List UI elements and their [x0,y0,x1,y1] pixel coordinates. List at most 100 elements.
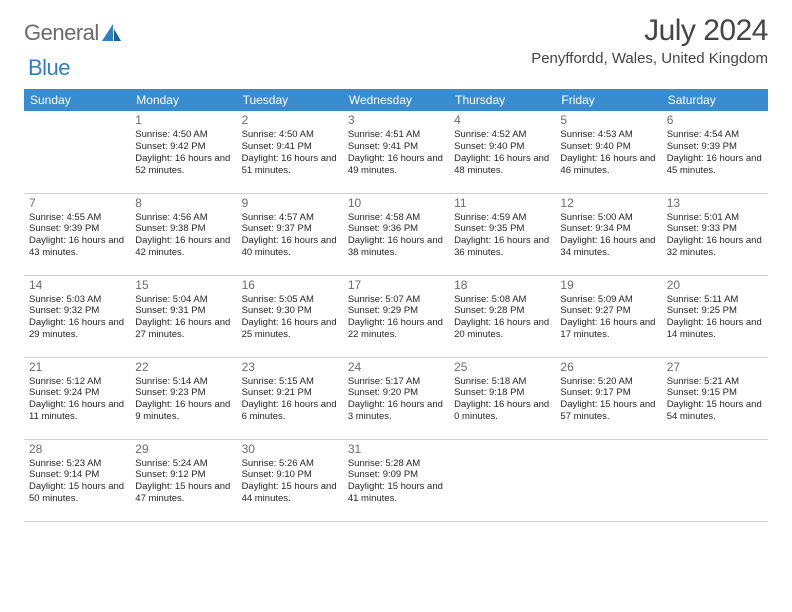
sunrise-line: Sunrise: 5:09 AM [560,294,656,306]
day-number: 8 [135,196,231,211]
day-cell: 28Sunrise: 5:23 AMSunset: 9:14 PMDayligh… [24,439,130,521]
day-number: 29 [135,442,231,457]
sunrise-line: Sunrise: 4:51 AM [348,129,444,141]
week-row: 1Sunrise: 4:50 AMSunset: 9:42 PMDaylight… [24,111,768,193]
sunset-line: Sunset: 9:12 PM [135,469,231,481]
day-number: 20 [667,278,763,293]
sunset-line: Sunset: 9:34 PM [560,223,656,235]
daylight-line: Daylight: 15 hours and 47 minutes. [135,481,231,505]
sunrise-line: Sunrise: 4:50 AM [135,129,231,141]
day-number: 18 [454,278,550,293]
sunrise-line: Sunrise: 5:26 AM [242,458,338,470]
dow-row: Sunday Monday Tuesday Wednesday Thursday… [24,89,768,111]
sunset-line: Sunset: 9:24 PM [29,387,125,399]
day-cell: 24Sunrise: 5:17 AMSunset: 9:20 PMDayligh… [343,357,449,439]
sunrise-line: Sunrise: 5:03 AM [29,294,125,306]
sunset-line: Sunset: 9:09 PM [348,469,444,481]
sunrise-line: Sunrise: 5:20 AM [560,376,656,388]
daylight-line: Daylight: 16 hours and 20 minutes. [454,317,550,341]
daylight-line: Daylight: 16 hours and 42 minutes. [135,235,231,259]
day-number: 1 [135,113,231,128]
sunrise-line: Sunrise: 5:24 AM [135,458,231,470]
day-cell: 17Sunrise: 5:07 AMSunset: 9:29 PMDayligh… [343,275,449,357]
daylight-line: Daylight: 16 hours and 3 minutes. [348,399,444,423]
daylight-line: Daylight: 16 hours and 17 minutes. [560,317,656,341]
daylight-line: Daylight: 15 hours and 41 minutes. [348,481,444,505]
daylight-line: Daylight: 15 hours and 57 minutes. [560,399,656,423]
day-cell: 10Sunrise: 4:58 AMSunset: 9:36 PMDayligh… [343,193,449,275]
daylight-line: Daylight: 16 hours and 22 minutes. [348,317,444,341]
brand-text-2: Blue [28,55,70,81]
day-number: 24 [348,360,444,375]
day-cell: 3Sunrise: 4:51 AMSunset: 9:41 PMDaylight… [343,111,449,193]
day-cell: 31Sunrise: 5:28 AMSunset: 9:09 PMDayligh… [343,439,449,521]
daylight-line: Daylight: 16 hours and 29 minutes. [29,317,125,341]
day-cell: 2Sunrise: 4:50 AMSunset: 9:41 PMDaylight… [237,111,343,193]
sunset-line: Sunset: 9:36 PM [348,223,444,235]
day-number: 15 [135,278,231,293]
day-number: 31 [348,442,444,457]
dow-header: Sunday [24,89,130,111]
day-number: 2 [242,113,338,128]
sunrise-line: Sunrise: 4:50 AM [242,129,338,141]
brand-text-1: General [24,20,99,46]
dow-header: Tuesday [237,89,343,111]
day-number: 16 [242,278,338,293]
day-cell: 14Sunrise: 5:03 AMSunset: 9:32 PMDayligh… [24,275,130,357]
day-number: 5 [560,113,656,128]
title-block: July 2024 Penyffordd, Wales, United King… [531,14,768,67]
sunset-line: Sunset: 9:29 PM [348,305,444,317]
day-number: 25 [454,360,550,375]
sunrise-line: Sunrise: 5:17 AM [348,376,444,388]
sunset-line: Sunset: 9:35 PM [454,223,550,235]
sunset-line: Sunset: 9:23 PM [135,387,231,399]
sunset-line: Sunset: 9:39 PM [667,141,763,153]
day-cell: 26Sunrise: 5:20 AMSunset: 9:17 PMDayligh… [555,357,661,439]
calendar-table: Sunday Monday Tuesday Wednesday Thursday… [24,89,768,522]
daylight-line: Daylight: 16 hours and 49 minutes. [348,153,444,177]
sunset-line: Sunset: 9:28 PM [454,305,550,317]
dow-header: Saturday [662,89,768,111]
daylight-line: Daylight: 16 hours and 43 minutes. [29,235,125,259]
daylight-line: Daylight: 15 hours and 50 minutes. [29,481,125,505]
day-cell: 22Sunrise: 5:14 AMSunset: 9:23 PMDayligh… [130,357,236,439]
sunrise-line: Sunrise: 5:05 AM [242,294,338,306]
daylight-line: Daylight: 16 hours and 51 minutes. [242,153,338,177]
sunset-line: Sunset: 9:33 PM [667,223,763,235]
daylight-line: Daylight: 16 hours and 46 minutes. [560,153,656,177]
sunrise-line: Sunrise: 4:55 AM [29,212,125,224]
day-cell: 30Sunrise: 5:26 AMSunset: 9:10 PMDayligh… [237,439,343,521]
sunrise-line: Sunrise: 4:53 AM [560,129,656,141]
day-cell: 1Sunrise: 4:50 AMSunset: 9:42 PMDaylight… [130,111,236,193]
day-cell: 4Sunrise: 4:52 AMSunset: 9:40 PMDaylight… [449,111,555,193]
day-cell: 7Sunrise: 4:55 AMSunset: 9:39 PMDaylight… [24,193,130,275]
week-row: 14Sunrise: 5:03 AMSunset: 9:32 PMDayligh… [24,275,768,357]
day-cell: 18Sunrise: 5:08 AMSunset: 9:28 PMDayligh… [449,275,555,357]
sunrise-line: Sunrise: 5:08 AM [454,294,550,306]
daylight-line: Daylight: 16 hours and 45 minutes. [667,153,763,177]
day-number: 21 [29,360,125,375]
day-cell: 11Sunrise: 4:59 AMSunset: 9:35 PMDayligh… [449,193,555,275]
daylight-line: Daylight: 16 hours and 52 minutes. [135,153,231,177]
sunset-line: Sunset: 9:41 PM [348,141,444,153]
sunrise-line: Sunrise: 4:52 AM [454,129,550,141]
day-number: 26 [560,360,656,375]
brand-sail-icon [101,23,123,43]
daylight-line: Daylight: 16 hours and 40 minutes. [242,235,338,259]
daylight-line: Daylight: 16 hours and 11 minutes. [29,399,125,423]
sunrise-line: Sunrise: 5:01 AM [667,212,763,224]
sunrise-line: Sunrise: 5:21 AM [667,376,763,388]
day-cell: 25Sunrise: 5:18 AMSunset: 9:18 PMDayligh… [449,357,555,439]
sunset-line: Sunset: 9:27 PM [560,305,656,317]
day-cell: 12Sunrise: 5:00 AMSunset: 9:34 PMDayligh… [555,193,661,275]
empty-cell [449,439,555,521]
dow-header: Wednesday [343,89,449,111]
day-cell: 13Sunrise: 5:01 AMSunset: 9:33 PMDayligh… [662,193,768,275]
daylight-line: Daylight: 16 hours and 48 minutes. [454,153,550,177]
sunset-line: Sunset: 9:41 PM [242,141,338,153]
daylight-line: Daylight: 16 hours and 25 minutes. [242,317,338,341]
sunset-line: Sunset: 9:40 PM [454,141,550,153]
day-cell: 8Sunrise: 4:56 AMSunset: 9:38 PMDaylight… [130,193,236,275]
sunrise-line: Sunrise: 5:14 AM [135,376,231,388]
day-cell: 19Sunrise: 5:09 AMSunset: 9:27 PMDayligh… [555,275,661,357]
